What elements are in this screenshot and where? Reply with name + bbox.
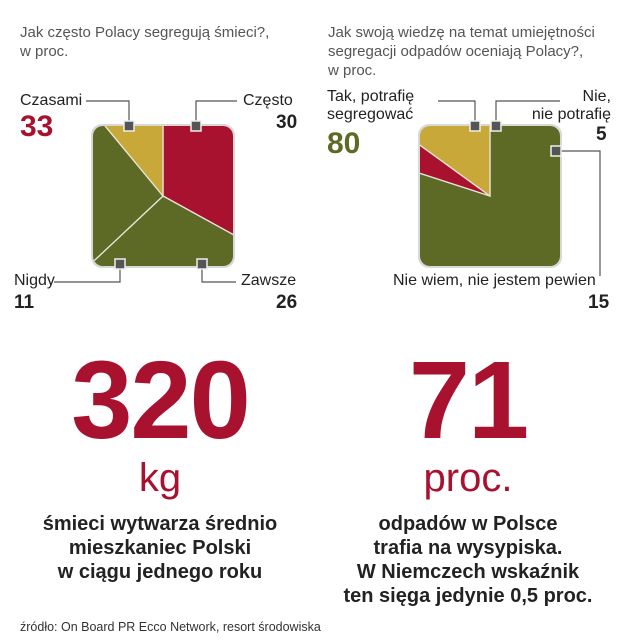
stat-left-desc: śmieci wytwarza średnio mieszkaniec Pols… (12, 512, 308, 584)
label-czasami: Czasami (20, 92, 83, 109)
marker-nie (490, 120, 502, 132)
marker-niewiem (550, 145, 562, 157)
label-tak-line1: Tak, potrafię (327, 88, 415, 105)
pie-2-slice-nie-wiem-nie-jestem-pewien (420, 126, 491, 198)
pie-chart-1 (91, 124, 235, 268)
leader-zawsze (201, 264, 236, 283)
marker-tak (469, 120, 481, 132)
leader-lines-1 (54, 100, 237, 283)
label-nie: Nie, nie potrafię (520, 88, 611, 124)
source-note: źródło: On Board PR Ecco Network, resort… (20, 620, 321, 634)
stat-right-desc-line1: odpadów w Polsce (378, 513, 558, 535)
value-nigdy: 11 (14, 292, 35, 313)
value-nie: 5 (596, 124, 607, 145)
stat-left-number: 320 (71, 339, 251, 462)
pie-1-slice-czasami (162, 126, 233, 255)
chart-1-title-line2: w proc. (20, 43, 69, 60)
value-czasami: 33 (20, 110, 54, 143)
label-tak: Tak, potrafię segregować (327, 88, 414, 124)
label-nigdy: Nigdy (14, 272, 55, 289)
marker-czasami (123, 120, 135, 132)
chart-2-title-line3: w proc. (328, 62, 377, 79)
leader-lines-2 (438, 100, 601, 276)
leader-czesto (195, 100, 237, 126)
marker-zawsze (196, 258, 208, 270)
value-niewiem: 15 (588, 292, 610, 313)
chart-1-title-line1: Jak często Polacy segregują śmieci?, (20, 24, 270, 41)
chart-2-title-line1: Jak swoją wiedzę na temat umiejętności (328, 24, 595, 41)
marker-nigdy (114, 258, 126, 270)
value-czesto: 30 (276, 112, 298, 133)
leader-nie (495, 100, 560, 126)
label-nie-line2: nie potrafię (531, 106, 611, 123)
markers (114, 120, 562, 270)
stat-left-desc-line3: w ciągu jednego roku (57, 561, 263, 583)
chart-1-title: Jak często Polacy segregują śmieci?, w p… (20, 23, 269, 61)
pie-1-slice-zawsze (93, 126, 164, 266)
leader-nigdy (54, 264, 121, 283)
chart-2-title: Jak swoją wiedzę na temat umiejętności s… (328, 23, 595, 80)
stat-right-desc-line3: W Niemczech wskaźnik (356, 561, 580, 583)
stat-right-number: 71 (408, 339, 529, 462)
stat-right-desc-line4: ten sięga jedynie 0,5 proc. (343, 585, 593, 607)
label-czesto: Często (243, 92, 293, 109)
leader-niewiem (556, 150, 601, 276)
stat-right-unit: proc. (423, 456, 513, 500)
label-tak-line2: segregować (327, 106, 414, 123)
stat-left-desc-line2: mieszkaniec Polski (68, 537, 252, 559)
label-nie-line1: Nie, (582, 88, 611, 105)
label-zawsze: Zawsze (241, 272, 297, 289)
pie-1-slice-często (93, 195, 233, 266)
stat-left-unit: kg (138, 456, 182, 500)
pie-1-slice-nigdy (93, 126, 164, 198)
leader-czasami (86, 100, 130, 126)
label-niewiem: Nie wiem, nie jestem pewien (393, 272, 596, 289)
leader-tak (438, 100, 476, 126)
value-tak: 80 (327, 127, 361, 160)
stat-right-desc-line2: trafia na wysypiska. (373, 537, 563, 559)
stat-right-desc: odpadów w Polsce trafia na wysypiska. W … (318, 512, 618, 608)
chart-2-title-line2: segregacji odpadów oceniają Polacy?, (328, 43, 584, 60)
pie-2-slice-nie-nie-potrafię (420, 126, 491, 197)
pie-chart-2 (418, 124, 562, 268)
value-zawsze: 26 (276, 292, 298, 313)
stat-left-desc-line1: śmieci wytwarza średnio (42, 513, 278, 535)
marker-czesto (190, 120, 202, 132)
